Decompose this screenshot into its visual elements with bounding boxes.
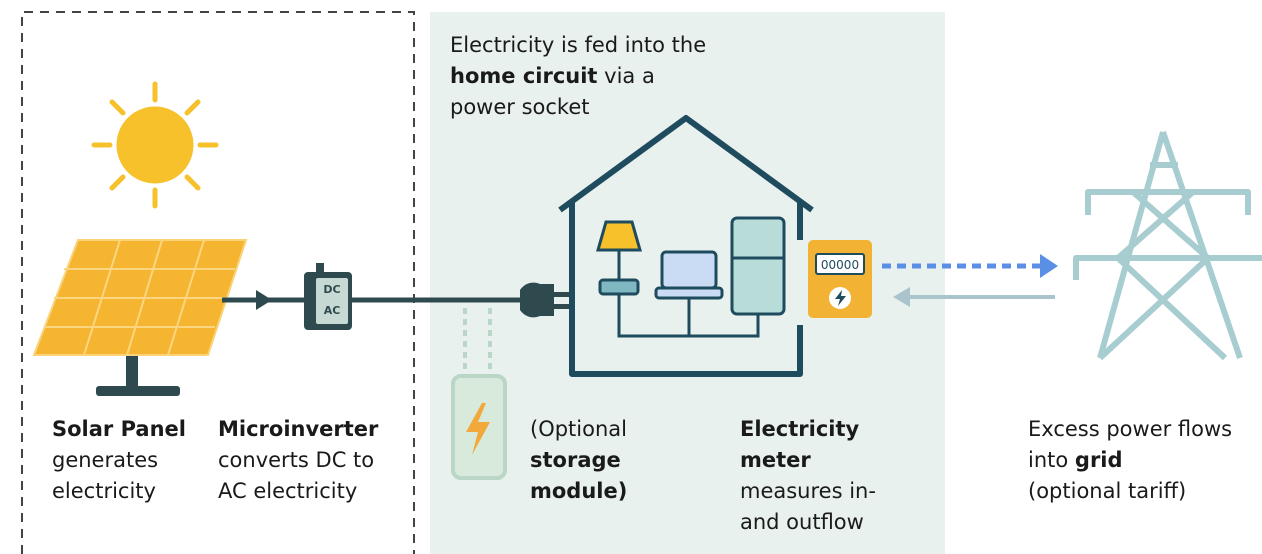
solar-label: Solar Panel generates electricity — [52, 414, 202, 507]
text: Electricity is fed into the — [450, 33, 706, 57]
dc-label: DC — [323, 283, 340, 296]
meter-display: 00000 — [821, 258, 859, 272]
home-note: Electricity is fed into the home circuit… — [450, 30, 710, 123]
ac-label: AC — [324, 304, 341, 317]
bold-text: storage module) — [530, 448, 627, 503]
bold-text: home circuit — [450, 64, 597, 88]
microinverter-box: DC AC — [304, 263, 352, 330]
meter-label: Electricity meter measures in- and outflo… — [740, 414, 915, 538]
text: Excess power flows into — [1028, 417, 1232, 472]
page: DC AC 00000 Electricity — [0, 0, 1262, 554]
text: (optional tariff) — [1028, 479, 1186, 503]
storage-battery — [453, 376, 505, 478]
text: generates electricity — [52, 448, 158, 503]
sun — [94, 84, 216, 206]
electricity-meter: 00000 — [808, 240, 872, 318]
text: measures in- and outflow — [740, 479, 876, 534]
bold-text: Microinverter — [218, 417, 378, 441]
bold-text: Electricity meter — [740, 417, 859, 472]
arrow — [1040, 254, 1058, 278]
text: (Optional — [530, 417, 627, 441]
solar-panel — [34, 240, 246, 396]
bold-text: Solar Panel — [52, 417, 186, 441]
inverter-label: Microinverter converts DC to AC electrici… — [218, 414, 408, 507]
grid-label: Excess power flows into grid (optional ta… — [1028, 414, 1253, 507]
bold-text: grid — [1075, 448, 1123, 472]
text: converts DC to AC electricity — [218, 448, 374, 503]
arrow — [256, 290, 272, 310]
grid-pylon — [1076, 132, 1262, 358]
storage-label: (Optional storage module) — [530, 414, 660, 507]
